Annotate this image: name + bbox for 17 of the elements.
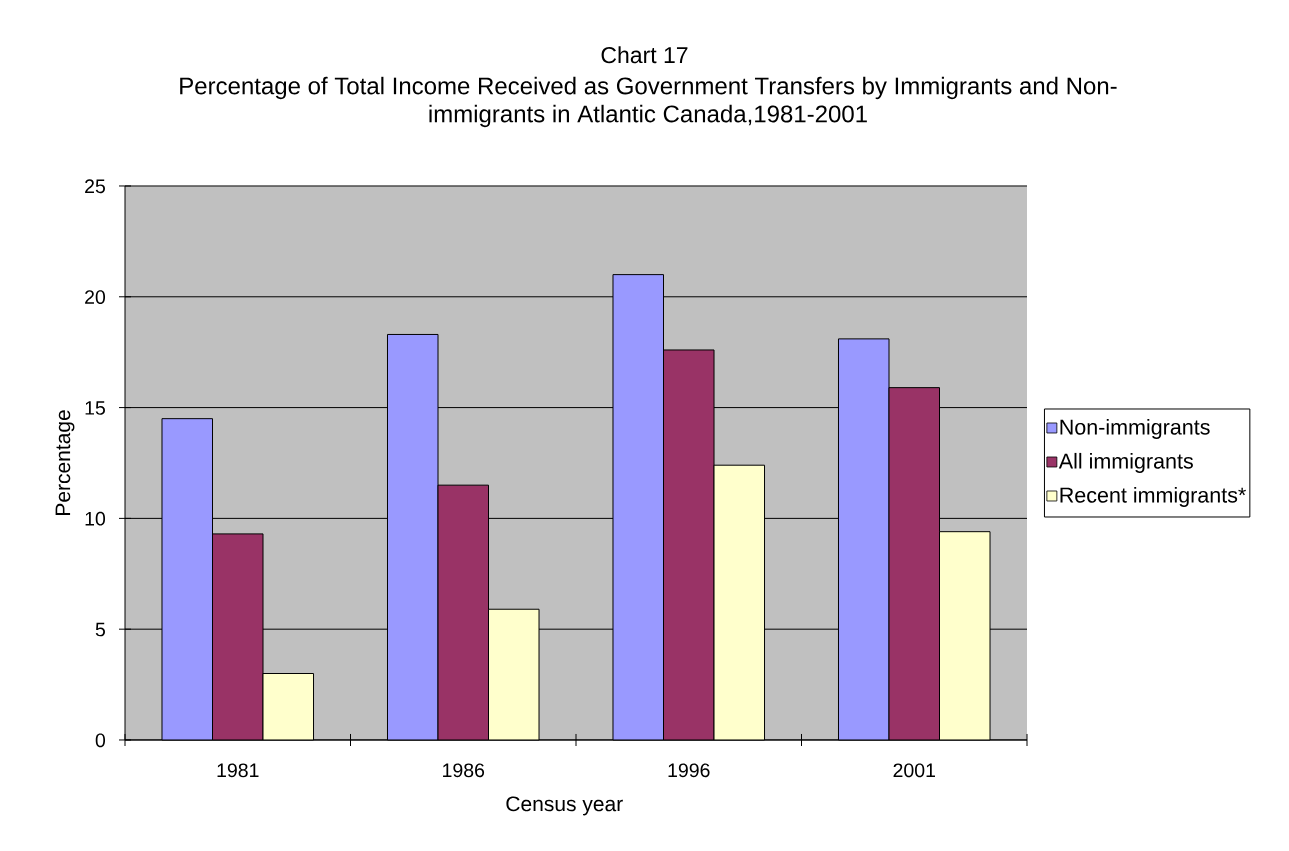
y-tick-label: 15 (85, 401, 105, 415)
y-tick-label: 5 (95, 622, 105, 637)
x-tick-label: 1981 (217, 763, 259, 778)
y-tick-label: 10 (85, 511, 106, 526)
legend-label: All immigrants (1058, 452, 1193, 473)
y-tick-label: 0 (95, 733, 106, 748)
y-tick-label: 25 (85, 179, 105, 194)
legend-label: Recent immigrants* (1060, 486, 1246, 507)
y-tick-label: 20 (85, 290, 106, 304)
chart-title: Chart 17 (601, 46, 688, 64)
chart-subtitle: Percentage of Total Income Received as Government Transfers by Immigrants and Non-immigrants in Atlantic Canada,1981-2001 (180, 76, 1117, 128)
x-tick-label: 1996 (668, 763, 710, 778)
y-axis-title: Percentage (55, 410, 75, 515)
x-axis-title: Census year (506, 796, 623, 816)
legend-label: Non-immigrants (1060, 418, 1210, 439)
x-tick-label: 2001 (893, 763, 935, 778)
x-tick-label: 1986 (443, 763, 485, 778)
